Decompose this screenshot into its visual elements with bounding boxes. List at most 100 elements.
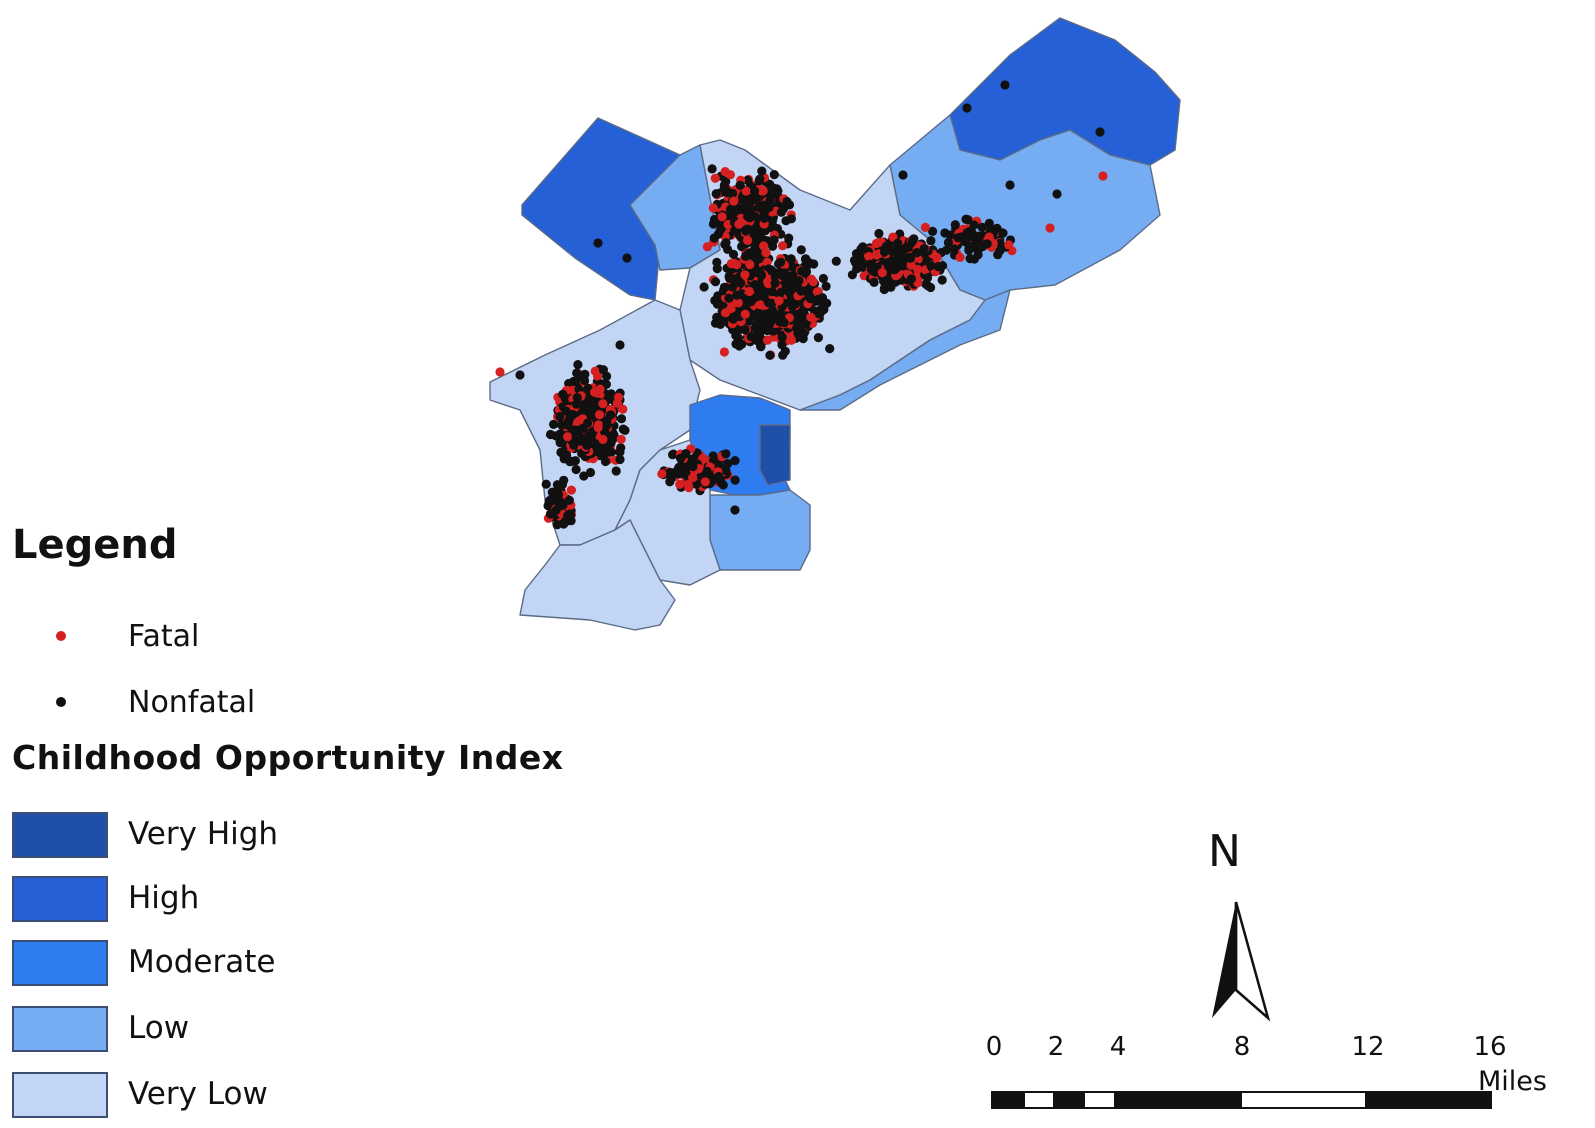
incident-point-2404 xyxy=(593,238,603,248)
legend-index-title: Childhood Opportunity Index xyxy=(12,738,564,777)
incident-point-2229 xyxy=(871,238,882,249)
incident-point-153 xyxy=(825,344,835,354)
incident-point-432 xyxy=(813,333,824,343)
incident-point-2188 xyxy=(926,261,936,271)
incident-point-1726 xyxy=(590,387,600,397)
region-center-city-very-high[interactable] xyxy=(759,424,791,486)
incident-point-892 xyxy=(755,300,765,310)
class-label-high: High xyxy=(128,880,200,916)
incident-point-766 xyxy=(809,259,819,269)
incident-point-1739 xyxy=(598,399,608,409)
incident-point-861 xyxy=(799,308,809,318)
incident-point-2168 xyxy=(864,251,874,262)
incident-point-1269 xyxy=(722,186,732,196)
region-river-ward-low[interactable] xyxy=(799,289,1011,411)
incident-point-1912 xyxy=(700,477,710,487)
incident-point-1713 xyxy=(595,410,605,420)
incident-point-2411 xyxy=(495,367,505,377)
incident-point-1099 xyxy=(759,241,769,251)
incident-point-2211 xyxy=(926,282,936,293)
incident-point-872 xyxy=(750,280,760,290)
incident-point-2399 xyxy=(551,505,561,515)
incident-point-894 xyxy=(799,328,809,339)
region-southwest-very-low[interactable] xyxy=(519,519,676,631)
incident-point-2230 xyxy=(906,274,917,284)
incident-point-879 xyxy=(740,325,750,335)
incident-point-1914 xyxy=(688,462,698,472)
scale-tick-4: 4 xyxy=(1109,1032,1127,1062)
incident-point-891 xyxy=(764,312,774,322)
incident-point-2290 xyxy=(950,220,960,230)
incident-point-1253 xyxy=(745,203,755,213)
incident-point-1187 xyxy=(737,241,747,252)
incident-point-1229 xyxy=(717,212,727,222)
incident-point-1057 xyxy=(749,245,759,255)
incident-point-1909 xyxy=(675,465,685,475)
incident-point-1654 xyxy=(579,400,589,410)
incident-point-1226 xyxy=(783,198,793,208)
incident-point-689 xyxy=(797,266,807,276)
incident-point-2406 xyxy=(1052,189,1062,199)
incident-point-2228 xyxy=(922,273,933,283)
incident-point-2013 xyxy=(928,226,938,236)
incident-point-826 xyxy=(763,277,773,287)
incident-point-2268 xyxy=(943,237,954,248)
swatch-very-low xyxy=(12,1072,108,1118)
incident-point-638 xyxy=(712,264,722,274)
incident-point-2237 xyxy=(877,268,887,278)
incident-point-2303 xyxy=(995,238,1005,248)
incident-point-883 xyxy=(751,334,761,344)
incident-point-1223 xyxy=(776,207,787,217)
incident-point-2224 xyxy=(933,262,943,272)
incident-point-1719 xyxy=(563,432,573,442)
incident-point-2184 xyxy=(907,237,917,247)
class-label-moderate: Moderate xyxy=(128,944,276,980)
incident-point-1275 xyxy=(729,196,739,206)
incident-point-2386 xyxy=(563,510,573,521)
incident-point-863 xyxy=(726,304,736,314)
incident-point-2324 xyxy=(967,241,977,252)
swatch-high xyxy=(12,876,108,922)
incident-point-1267 xyxy=(711,189,721,199)
incident-point-1704 xyxy=(602,371,612,381)
incident-point-2323 xyxy=(969,231,979,241)
incident-point-1735 xyxy=(602,420,612,430)
incident-point-737 xyxy=(734,341,744,351)
incident-point-810 xyxy=(788,270,798,280)
incident-point-1625 xyxy=(618,404,628,414)
incident-point-1728 xyxy=(587,429,597,439)
incident-point-2410 xyxy=(515,370,525,380)
incident-point-1189 xyxy=(725,170,736,180)
scale-bar xyxy=(991,1091,1492,1109)
incident-point-1263 xyxy=(716,224,726,235)
incident-point-1013 xyxy=(781,216,791,226)
incident-point-2027 xyxy=(937,275,947,285)
incident-point-989 xyxy=(707,164,717,174)
incident-point-809 xyxy=(729,274,739,284)
incident-point-896 xyxy=(774,296,784,306)
incident-point-1882 xyxy=(684,483,694,493)
incident-point-2220 xyxy=(919,244,929,254)
incident-point-1116 xyxy=(758,186,768,196)
swatch-moderate xyxy=(12,940,108,986)
incident-point-1067 xyxy=(769,170,779,180)
incident-point-1212 xyxy=(757,166,767,176)
incident-point-2316 xyxy=(963,215,973,225)
incident-point-2401 xyxy=(962,103,972,113)
incident-point-1724 xyxy=(589,399,599,409)
incident-point-2238 xyxy=(866,264,876,274)
incident-point-1083 xyxy=(778,241,788,251)
incident-point-897 xyxy=(752,291,762,302)
swatch-low xyxy=(12,1006,108,1052)
incident-point-1543 xyxy=(571,464,581,475)
incident-point-1407 xyxy=(573,360,583,370)
incident-point-2328 xyxy=(955,252,965,262)
incident-point-744 xyxy=(762,335,773,345)
region-south-low[interactable] xyxy=(709,489,811,571)
incident-point-1261 xyxy=(769,235,779,245)
incident-point-2209 xyxy=(879,276,889,286)
incident-point-2183 xyxy=(874,228,884,239)
incident-point-2409 xyxy=(898,170,908,180)
incident-point-2208 xyxy=(898,261,908,271)
